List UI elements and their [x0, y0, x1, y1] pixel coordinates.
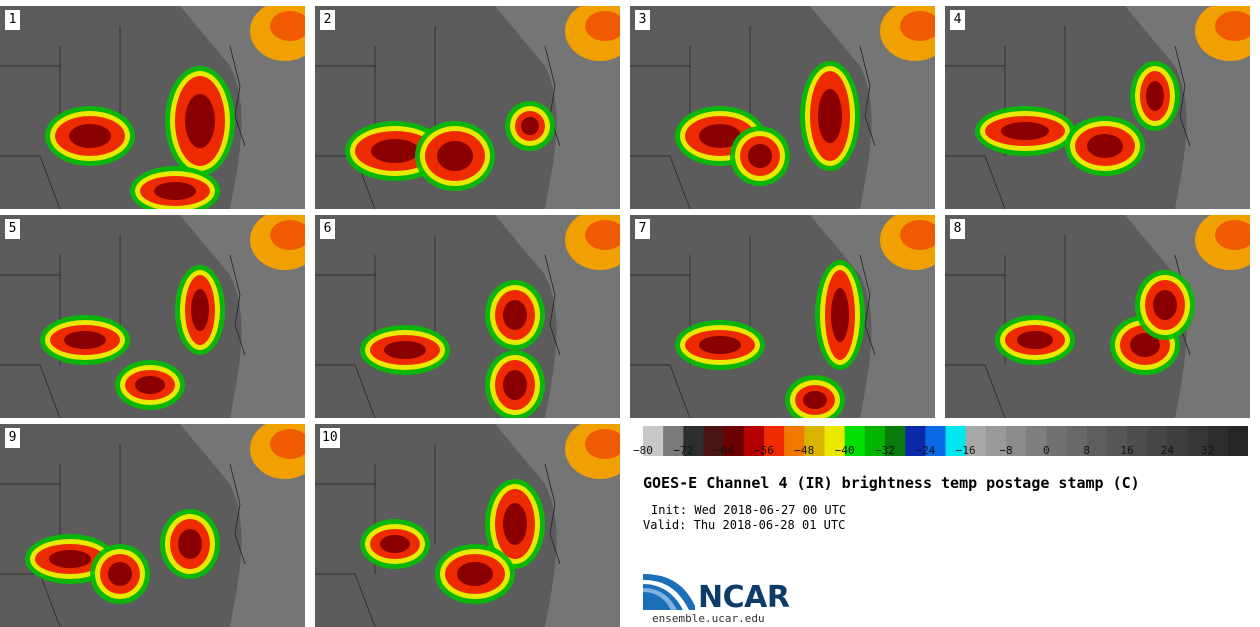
colorbar-bin: [1147, 426, 1168, 456]
colorbar-ticks: −80 −72 −64 −56 −48 −40 −32 −24 −16 −8 0 8 16 24 32: [633, 444, 1248, 460]
init-time-line: Init: Wed 2018-06-27 00 UTC: [651, 503, 846, 517]
colorbar-bin: [945, 426, 966, 456]
colorbar-tick-label: 24: [1160, 444, 1174, 457]
colorbar-bin: [1127, 426, 1148, 456]
colorbar-bin: [764, 426, 785, 456]
colorbar-bin: [743, 426, 765, 456]
colorbar: [643, 426, 1248, 456]
colorbar-tick-label: −80: [633, 444, 653, 457]
colorbar-bin: [1106, 426, 1128, 456]
colorbar-tick-label: −24: [915, 444, 936, 457]
ensemble-member-map: 1: [0, 6, 305, 209]
colorbar-bin: [985, 426, 1007, 456]
colorbar-bin: [1066, 426, 1087, 456]
colorbar-tick-label: −8: [999, 444, 1013, 457]
colorbar-tick-label: −40: [834, 444, 855, 457]
colorbar-tick-label: −64: [713, 444, 734, 457]
colorbar-tick-label: 16: [1120, 444, 1134, 457]
valid-time-line: Valid: Thu 2018-06-28 01 UTC: [643, 518, 845, 532]
colorbar-bin: [1026, 426, 1047, 456]
colorbar-bin: [643, 426, 664, 456]
colorbar-tick-label: 0: [1043, 444, 1050, 457]
colorbar-bin: [864, 426, 886, 456]
colorbar-bin: [844, 426, 866, 456]
panel-number: 8: [950, 219, 965, 239]
panel-number: 1: [5, 10, 20, 30]
plot-title: GOES-E Channel 4 (IR) brightness temp po…: [643, 474, 1140, 492]
panel-number: 7: [635, 219, 650, 239]
colorbar-tick-label: −48: [794, 444, 815, 457]
colorbar-bin: [1167, 426, 1188, 456]
colorbar-bin: [885, 426, 906, 456]
colorbar-tick-label: −16: [955, 444, 976, 457]
colorbar-bin: [723, 426, 745, 456]
panel-number: 2: [320, 10, 335, 30]
colorbar-bin: [1046, 426, 1067, 456]
panel-number: 3: [635, 10, 650, 30]
ensemble-member-map: 3: [630, 6, 935, 209]
colorbar-bin: [683, 426, 704, 456]
colorbar-bin: [1086, 426, 1108, 456]
colorbar-tick-label: −56: [754, 444, 774, 457]
colorbar-bin: [663, 426, 684, 456]
colorbar-bin: [1207, 426, 1229, 456]
colorbar-bin: [784, 426, 805, 456]
ncar-logo-icon: [643, 574, 695, 610]
panel-number: 6: [320, 219, 335, 239]
panel-number: 9: [5, 428, 20, 448]
colorbar-bin: [824, 426, 845, 456]
colorbar-bin: [925, 426, 946, 456]
init-time: Wed 2018-06-27 00 UTC: [694, 503, 847, 517]
ensemble-member-map: 5: [0, 215, 305, 418]
init-label: Init:: [651, 503, 688, 517]
colorbar-bin: [804, 426, 825, 456]
logo-text: NCAR: [698, 580, 790, 615]
colorbar-tick-label: 32: [1201, 444, 1215, 457]
colorbar-bin: [1187, 426, 1208, 456]
ensemble-member-map: 4: [945, 6, 1250, 209]
panel-number: 10: [320, 428, 340, 448]
panel-number: 5: [5, 219, 20, 239]
colorbar-bin: [1227, 426, 1248, 456]
panel-number: 4: [950, 10, 965, 30]
ensemble-member-map: 10: [315, 424, 620, 627]
colorbar-tick-label: −32: [875, 444, 895, 457]
colorbar-bin: [965, 426, 987, 456]
colorbar-tick-label: 8: [1083, 444, 1090, 457]
valid-label: Valid:: [643, 518, 687, 532]
ensemble-member-map: 6: [315, 215, 620, 418]
ensemble-member-map: 7: [630, 215, 935, 418]
colorbar-bin: [703, 426, 724, 456]
logo-url: ensemble.ucar.edu: [652, 612, 765, 625]
valid-time: Thu 2018-06-28 01 UTC: [693, 518, 846, 532]
colorbar-bin: [905, 426, 926, 456]
ensemble-member-map: 9: [0, 424, 305, 627]
ensemble-member-map: 8: [945, 215, 1250, 418]
ensemble-member-map: 2: [315, 6, 620, 209]
colorbar-bin: [1006, 426, 1027, 456]
colorbar-tick-label: −72: [673, 444, 694, 457]
